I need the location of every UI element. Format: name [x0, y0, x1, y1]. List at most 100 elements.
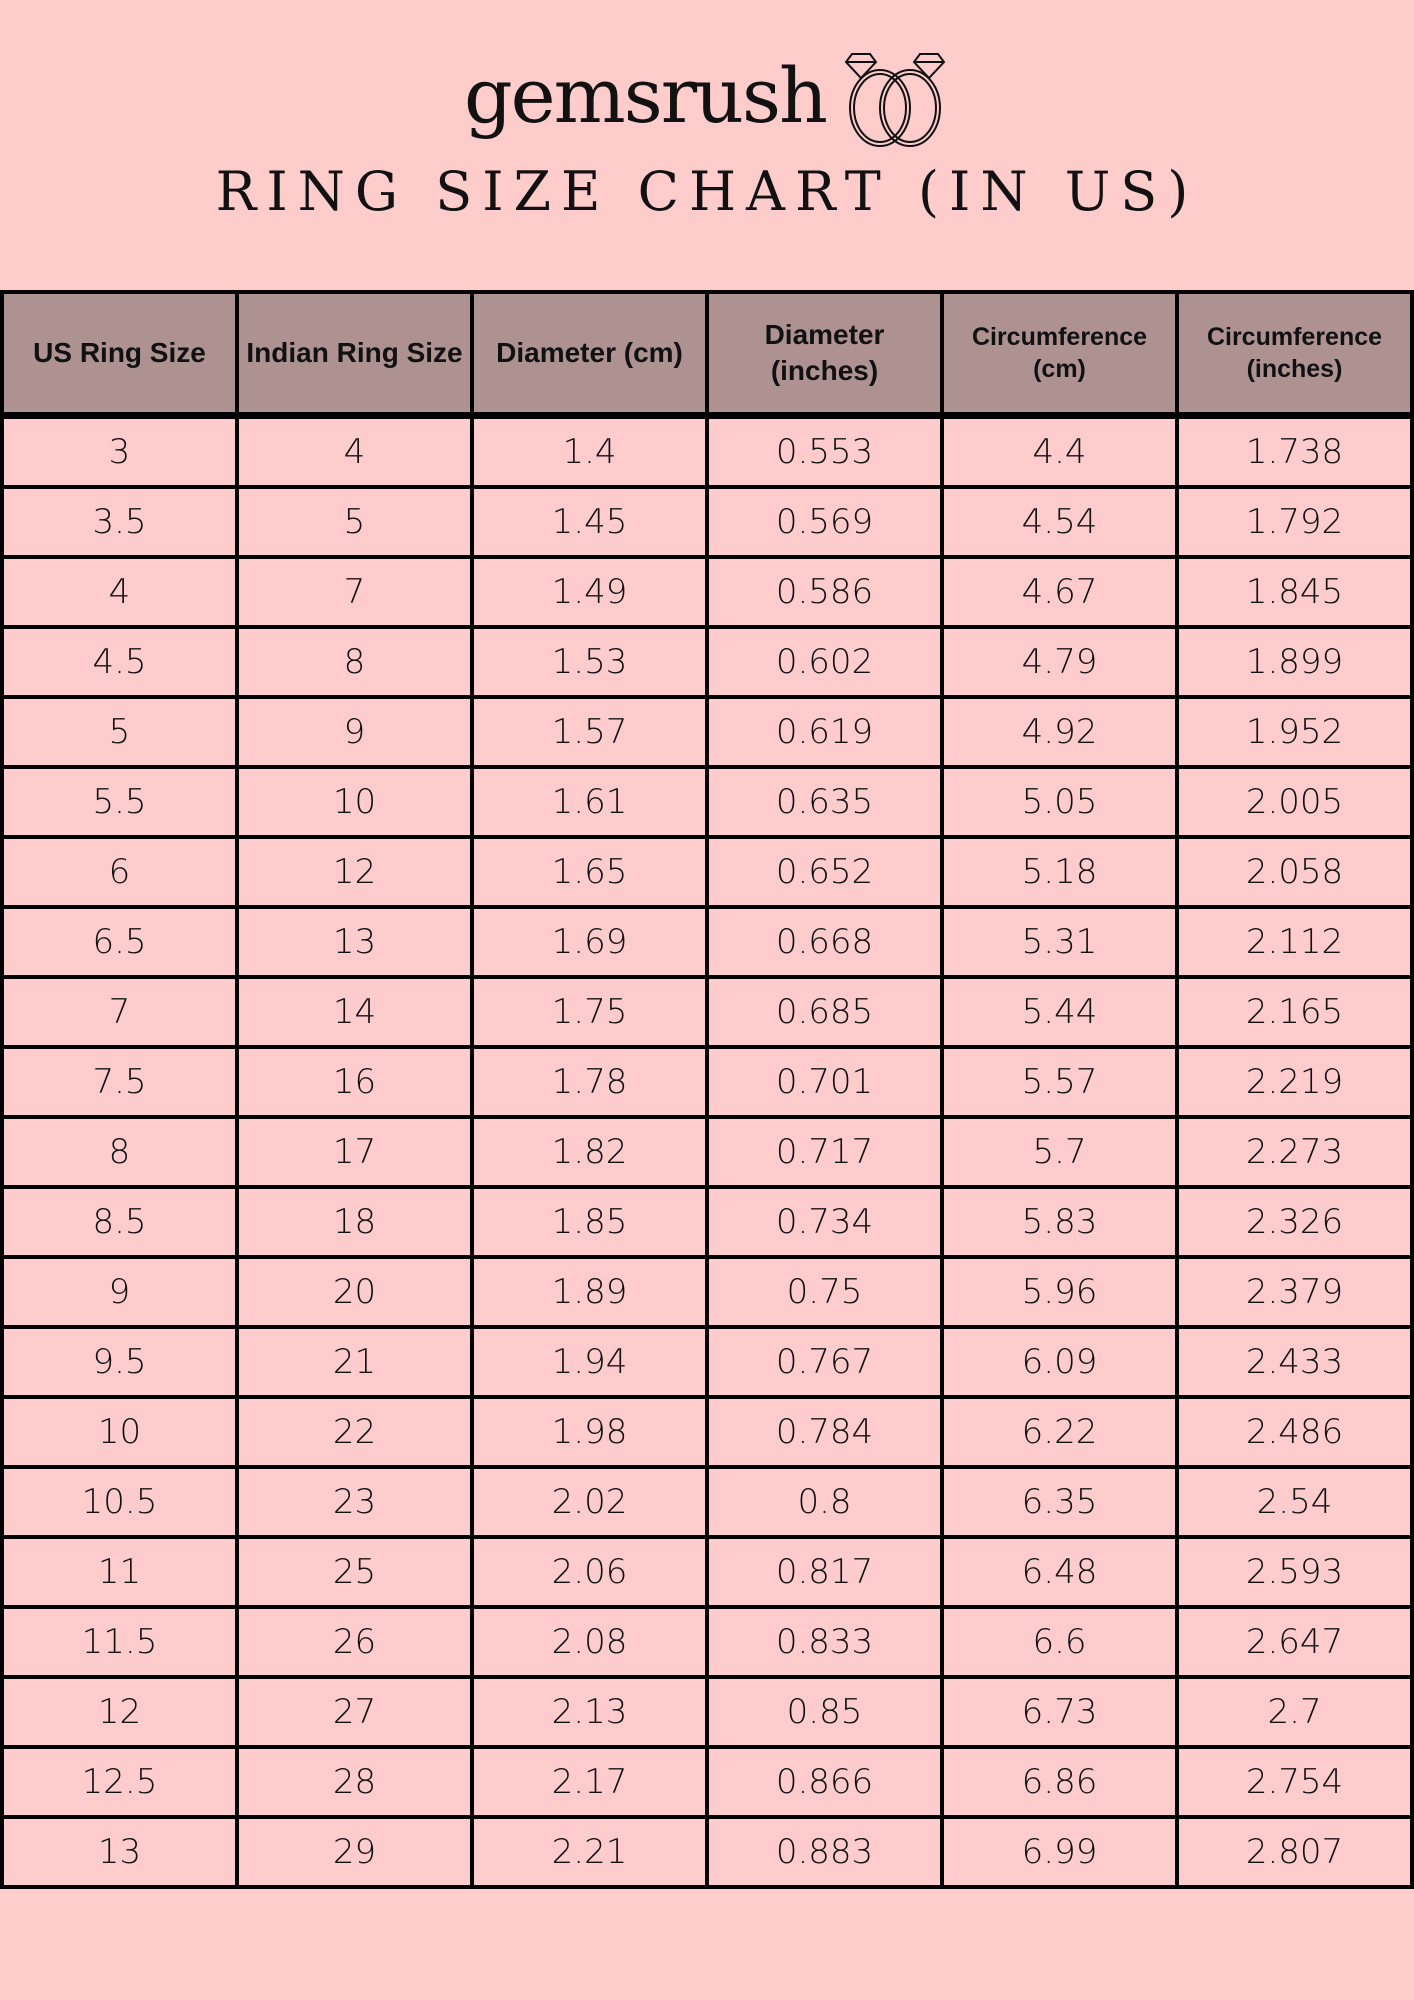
- table-row: 11.5 26 2.08 0.833 6.6 2.647: [0, 1605, 1414, 1679]
- table-cell: 6.99: [940, 1815, 1179, 1889]
- brand-logo: gemsrush: [0, 40, 1414, 150]
- table-cell: 8: [0, 1115, 239, 1189]
- table-cell: 1.75: [470, 975, 709, 1049]
- table-cell: 0.569: [705, 485, 944, 559]
- table-row: 6.5 13 1.69 0.668 5.31 2.112: [0, 905, 1414, 979]
- table-cell: 1.82: [470, 1115, 709, 1189]
- table-cell: 1.49: [470, 555, 709, 629]
- header-row: US Ring Size Indian Ring Size Diameter (cm…: [0, 290, 1414, 419]
- table-cell: 1.4: [470, 413, 709, 489]
- table-cell: 21: [235, 1325, 474, 1399]
- table-cell: 6: [0, 835, 239, 909]
- table-cell: 2.807: [1175, 1815, 1414, 1889]
- table-cell: 5: [0, 695, 239, 769]
- table-cell: 1.85: [470, 1185, 709, 1259]
- table-cell: 2.754: [1175, 1745, 1414, 1819]
- table-cell: 2.06: [470, 1535, 709, 1609]
- table-row: 8.5 18 1.85 0.734 5.83 2.326: [0, 1185, 1414, 1259]
- table-cell: 1.952: [1175, 695, 1414, 769]
- table-cell: 1.45: [470, 485, 709, 559]
- table-cell: 17: [235, 1115, 474, 1189]
- table-cell: 7: [0, 975, 239, 1049]
- table-cell: 6.6: [940, 1605, 1179, 1679]
- column-header: Circumference (inches): [1175, 290, 1414, 419]
- table-row: 9 20 1.89 0.75 5.96 2.379: [0, 1255, 1414, 1329]
- table-cell: 4: [0, 555, 239, 629]
- table-cell: 2.593: [1175, 1535, 1414, 1609]
- table-cell: 13: [235, 905, 474, 979]
- table-row: 10 22 1.98 0.784 6.22 2.486: [0, 1395, 1414, 1469]
- table-cell: 1.65: [470, 835, 709, 909]
- table-cell: 23: [235, 1465, 474, 1539]
- table-cell: 5.18: [940, 835, 1179, 909]
- table-cell: 2.058: [1175, 835, 1414, 909]
- table-cell: 4.92: [940, 695, 1179, 769]
- table-row: 10.5 23 2.02 0.8 6.35 2.54: [0, 1465, 1414, 1539]
- table-cell: 0.784: [705, 1395, 944, 1469]
- table-cell: 5.83: [940, 1185, 1179, 1259]
- table-cell: 6.35: [940, 1465, 1179, 1539]
- table-cell: 6.73: [940, 1675, 1179, 1749]
- table-cell: 12: [0, 1675, 239, 1749]
- table-cell: 3: [0, 413, 239, 489]
- table-row: 3.5 5 1.45 0.569 4.54 1.792: [0, 485, 1414, 559]
- table-cell: 4.79: [940, 625, 1179, 699]
- table-cell: 8: [235, 625, 474, 699]
- table-cell: 9.5: [0, 1325, 239, 1399]
- table-cell: 5: [235, 485, 474, 559]
- logo-text: gemsrush: [464, 50, 828, 140]
- table-cell: 2.54: [1175, 1465, 1414, 1539]
- table-cell: 1.57: [470, 695, 709, 769]
- table-row: 4.5 8 1.53 0.602 4.79 1.899: [0, 625, 1414, 699]
- table-cell: 0.767: [705, 1325, 944, 1399]
- table-cell: 1.738: [1175, 413, 1414, 489]
- table-cell: 5.96: [940, 1255, 1179, 1329]
- table-cell: 2.219: [1175, 1045, 1414, 1119]
- table-cell: 0.668: [705, 905, 944, 979]
- table-cell: 0.586: [705, 555, 944, 629]
- table-cell: 2.326: [1175, 1185, 1414, 1259]
- table-cell: 2.273: [1175, 1115, 1414, 1189]
- table-cell: 1.89: [470, 1255, 709, 1329]
- table-cell: 6.86: [940, 1745, 1179, 1819]
- table-cell: 5.05: [940, 765, 1179, 839]
- table-row: 5.5 10 1.61 0.635 5.05 2.005: [0, 765, 1414, 839]
- table-cell: 5.31: [940, 905, 1179, 979]
- table-cell: 1.792: [1175, 485, 1414, 559]
- table-cell: 2.647: [1175, 1605, 1414, 1679]
- table-cell: 4: [235, 413, 474, 489]
- table-cell: 0.8: [705, 1465, 944, 1539]
- table-cell: 14: [235, 975, 474, 1049]
- table-cell: 5.5: [0, 765, 239, 839]
- table-row: 5 9 1.57 0.619 4.92 1.952: [0, 695, 1414, 769]
- table-cell: 7: [235, 555, 474, 629]
- table-cell: 25: [235, 1535, 474, 1609]
- table-cell: 5.7: [940, 1115, 1179, 1189]
- table-cell: 13: [0, 1815, 239, 1889]
- table-cell: 2.486: [1175, 1395, 1414, 1469]
- table-cell: 9: [235, 695, 474, 769]
- ring-size-table: US Ring Size Indian Ring Size Diameter (cm…: [0, 290, 1414, 1889]
- table-cell: 12.5: [0, 1745, 239, 1819]
- table-cell: 2.13: [470, 1675, 709, 1749]
- table-cell: 11.5: [0, 1605, 239, 1679]
- table-cell: 8.5: [0, 1185, 239, 1259]
- table-cell: 0.635: [705, 765, 944, 839]
- table-cell: 12: [235, 835, 474, 909]
- table-cell: 2.005: [1175, 765, 1414, 839]
- table-cell: 1.53: [470, 625, 709, 699]
- table-cell: 2.21: [470, 1815, 709, 1889]
- table-cell: 0.883: [705, 1815, 944, 1889]
- table-cell: 22: [235, 1395, 474, 1469]
- table-cell: 2.165: [1175, 975, 1414, 1049]
- table-row: 6 12 1.65 0.652 5.18 2.058: [0, 835, 1414, 909]
- table-row: 13 29 2.21 0.883 6.99 2.807: [0, 1815, 1414, 1889]
- table-cell: 10: [0, 1395, 239, 1469]
- table-cell: 1.69: [470, 905, 709, 979]
- table-cell: 0.734: [705, 1185, 944, 1259]
- column-header: Diameter (inches): [705, 290, 944, 419]
- table-cell: 6.22: [940, 1395, 1179, 1469]
- diamond-rings-icon: [844, 53, 946, 147]
- table-row: 3 4 1.4 0.553 4.4 1.738: [0, 413, 1414, 489]
- table-cell: 28: [235, 1745, 474, 1819]
